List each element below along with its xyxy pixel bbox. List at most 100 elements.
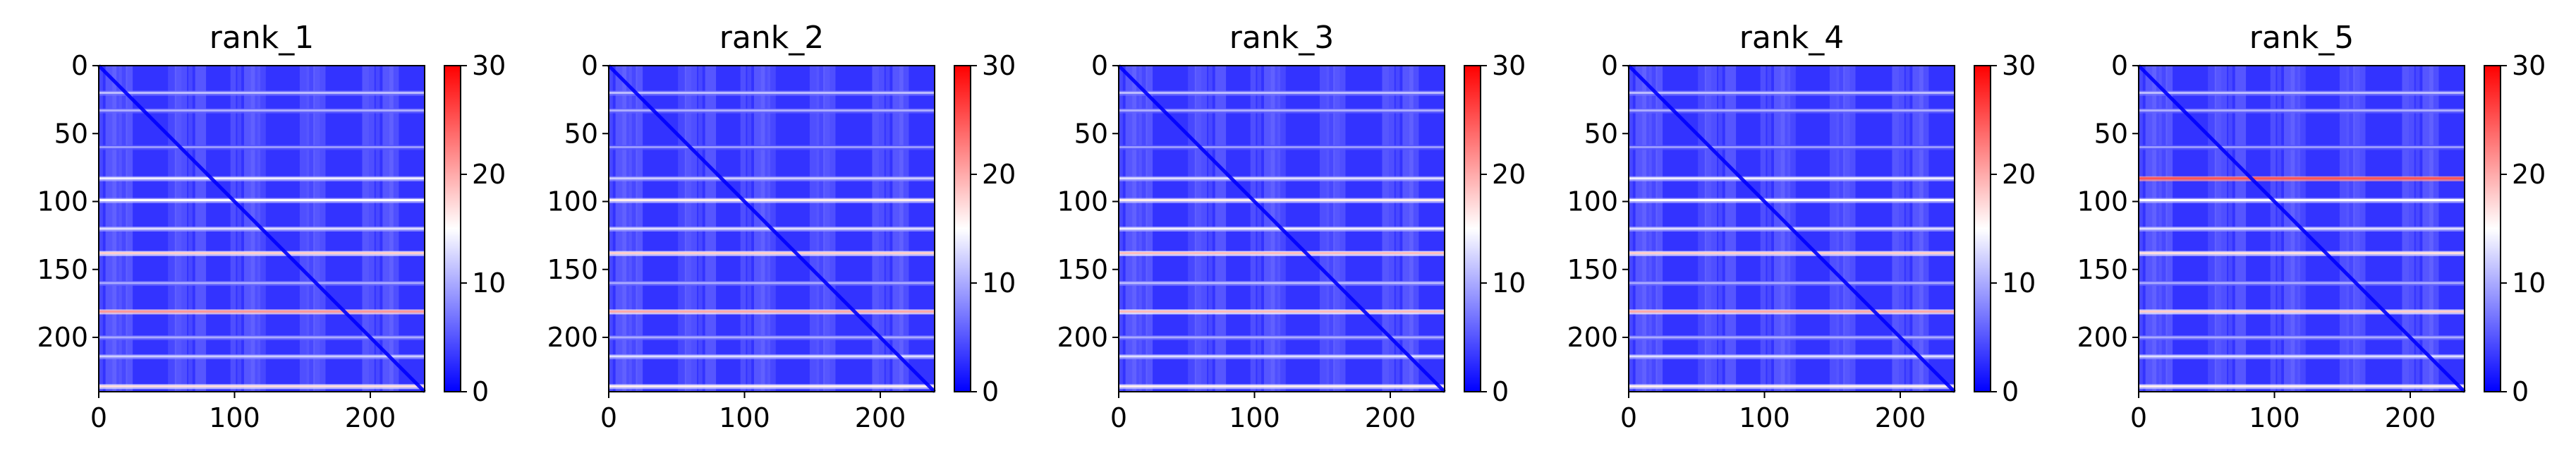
colorbar-tick-label: 10 bbox=[472, 267, 506, 299]
y-tick-label: 150 bbox=[1567, 254, 1618, 285]
heatmap-row-band bbox=[1119, 146, 1445, 148]
heatmap-row-band bbox=[99, 252, 425, 255]
axes-frame bbox=[1118, 65, 1445, 392]
heatmap-row-band bbox=[99, 310, 425, 313]
heatmap-row-band bbox=[2139, 177, 2465, 180]
heatmap-row-band bbox=[609, 310, 935, 313]
colorbar-tick-label: 0 bbox=[2002, 376, 2019, 407]
x-tick-label: 200 bbox=[855, 402, 906, 433]
colorbar bbox=[2484, 65, 2501, 392]
heatmap-row-band bbox=[99, 177, 425, 180]
panel-title: rank_3 bbox=[1229, 20, 1334, 56]
y-tick-label: 100 bbox=[547, 186, 598, 217]
heatmap-row-band bbox=[1629, 336, 1955, 339]
y-tick-label: 200 bbox=[2077, 322, 2128, 353]
heatmap-row-band bbox=[2139, 310, 2465, 313]
heatmap-diagonal bbox=[607, 64, 936, 393]
heatmap-panel-3: rank_3 0 100 200 0 50 100 150 200 0 10 20 30 bbox=[1057, 20, 1526, 433]
heatmap-row-band bbox=[99, 336, 425, 339]
heatmap-row-band bbox=[609, 146, 935, 148]
panel-title: rank_1 bbox=[209, 20, 314, 56]
x-tick-label: 0 bbox=[1110, 402, 1127, 433]
x-tick-label: 0 bbox=[600, 402, 617, 433]
y-tick-label: 50 bbox=[1074, 118, 1108, 149]
heatmap-row-band bbox=[99, 146, 425, 148]
y-tick-label: 100 bbox=[1567, 186, 1618, 217]
y-tick-label: 100 bbox=[1057, 186, 1108, 217]
heatmap-row-band bbox=[609, 252, 935, 255]
colorbar-tick-label: 20 bbox=[472, 159, 506, 190]
heatmap-row-band bbox=[1629, 109, 1955, 112]
colorbar-tick-label: 30 bbox=[982, 50, 1016, 81]
heatmap-row-band bbox=[1629, 252, 1955, 255]
y-tick-label: 150 bbox=[2077, 254, 2128, 285]
heatmap-row-band bbox=[609, 355, 935, 358]
heatmap-panel-4: rank_4 0 100 200 0 50 100 150 200 0 10 20 30 bbox=[1567, 20, 2036, 433]
heatmap-row-band bbox=[99, 199, 425, 202]
heatmap-row-band bbox=[2139, 146, 2465, 148]
y-tick-label: 200 bbox=[547, 322, 598, 353]
x-tick-label: 0 bbox=[1620, 402, 1637, 433]
heatmap-row-band bbox=[2139, 92, 2465, 94]
heatmap-row-band bbox=[2139, 385, 2465, 387]
heatmap-row-band bbox=[1119, 92, 1445, 94]
x-tick-label: 100 bbox=[1229, 402, 1280, 433]
colorbar bbox=[954, 65, 971, 392]
heatmap-row-band bbox=[1119, 252, 1445, 255]
y-tick-label: 200 bbox=[1057, 322, 1108, 353]
colorbar-tick-label: 0 bbox=[2512, 376, 2529, 407]
heatmap-row-band bbox=[99, 109, 425, 112]
axes-frame bbox=[608, 65, 935, 392]
heatmap-panel-5: rank_5 0 100 200 0 50 100 150 200 0 10 20 30 bbox=[2077, 20, 2546, 433]
x-tick-label: 200 bbox=[1875, 402, 1926, 433]
colorbar-tick-label: 0 bbox=[472, 376, 489, 407]
heatmap-row-band bbox=[1119, 199, 1445, 202]
heatmap-row-band bbox=[99, 92, 425, 94]
panel-title: rank_2 bbox=[719, 20, 824, 56]
colorbar bbox=[444, 65, 461, 392]
heatmap-row-band bbox=[1629, 177, 1955, 180]
y-tick-label: 50 bbox=[564, 118, 598, 149]
colorbar-tick-label: 30 bbox=[2002, 50, 2036, 81]
heatmap-row-band bbox=[1119, 385, 1445, 387]
axes-frame bbox=[2138, 65, 2465, 392]
heatmap-panel-2: rank_2 0 100 200 0 50 100 150 200 0 10 20 30 bbox=[547, 20, 1016, 433]
heatmap-panel-1: rank_1 0 100 200 0 50 100 150 200 0 10 20 30 bbox=[37, 20, 506, 433]
heatmap-row-band bbox=[1629, 282, 1955, 284]
y-tick-label: 0 bbox=[1091, 50, 1108, 81]
heatmap-diagonal bbox=[97, 64, 426, 393]
x-tick-label: 0 bbox=[90, 402, 107, 433]
colorbar-tick-label: 20 bbox=[982, 159, 1016, 190]
colorbar-tick-label: 0 bbox=[1492, 376, 1509, 407]
y-tick-label: 100 bbox=[37, 186, 88, 217]
heatmap-row-band bbox=[609, 109, 935, 112]
heatmap-row-band bbox=[1629, 199, 1955, 202]
axes-frame bbox=[98, 65, 425, 392]
heatmap-row-band bbox=[99, 385, 425, 387]
x-tick-label: 100 bbox=[1739, 402, 1790, 433]
heatmap-row-band bbox=[1119, 310, 1445, 313]
colorbar-tick-label: 30 bbox=[2512, 50, 2546, 81]
heatmap-row-band bbox=[2139, 282, 2465, 284]
y-tick-label: 0 bbox=[1601, 50, 1618, 81]
heatmap-row-band bbox=[2139, 336, 2465, 339]
heatmap-row-band bbox=[2139, 109, 2465, 112]
y-tick-label: 150 bbox=[547, 254, 598, 285]
colorbar-tick-label: 10 bbox=[982, 267, 1016, 299]
heatmap-row-band bbox=[1119, 355, 1445, 358]
y-tick-label: 150 bbox=[37, 254, 88, 285]
x-tick-label: 100 bbox=[209, 402, 260, 433]
y-tick-label: 0 bbox=[581, 50, 598, 81]
y-tick-label: 50 bbox=[54, 118, 88, 149]
y-tick-label: 200 bbox=[1567, 322, 1618, 353]
heatmap-diagonal bbox=[1117, 64, 1446, 393]
colorbar-tick-label: 10 bbox=[1492, 267, 1526, 299]
panel-title: rank_5 bbox=[2249, 20, 2354, 56]
colorbar-tick-label: 30 bbox=[472, 50, 506, 81]
x-tick-label: 200 bbox=[345, 402, 396, 433]
colorbar-tick-label: 30 bbox=[1492, 50, 1526, 81]
heatmap-row-band bbox=[99, 355, 425, 358]
heatmap-row-band bbox=[99, 282, 425, 284]
y-tick-label: 50 bbox=[1584, 118, 1618, 149]
